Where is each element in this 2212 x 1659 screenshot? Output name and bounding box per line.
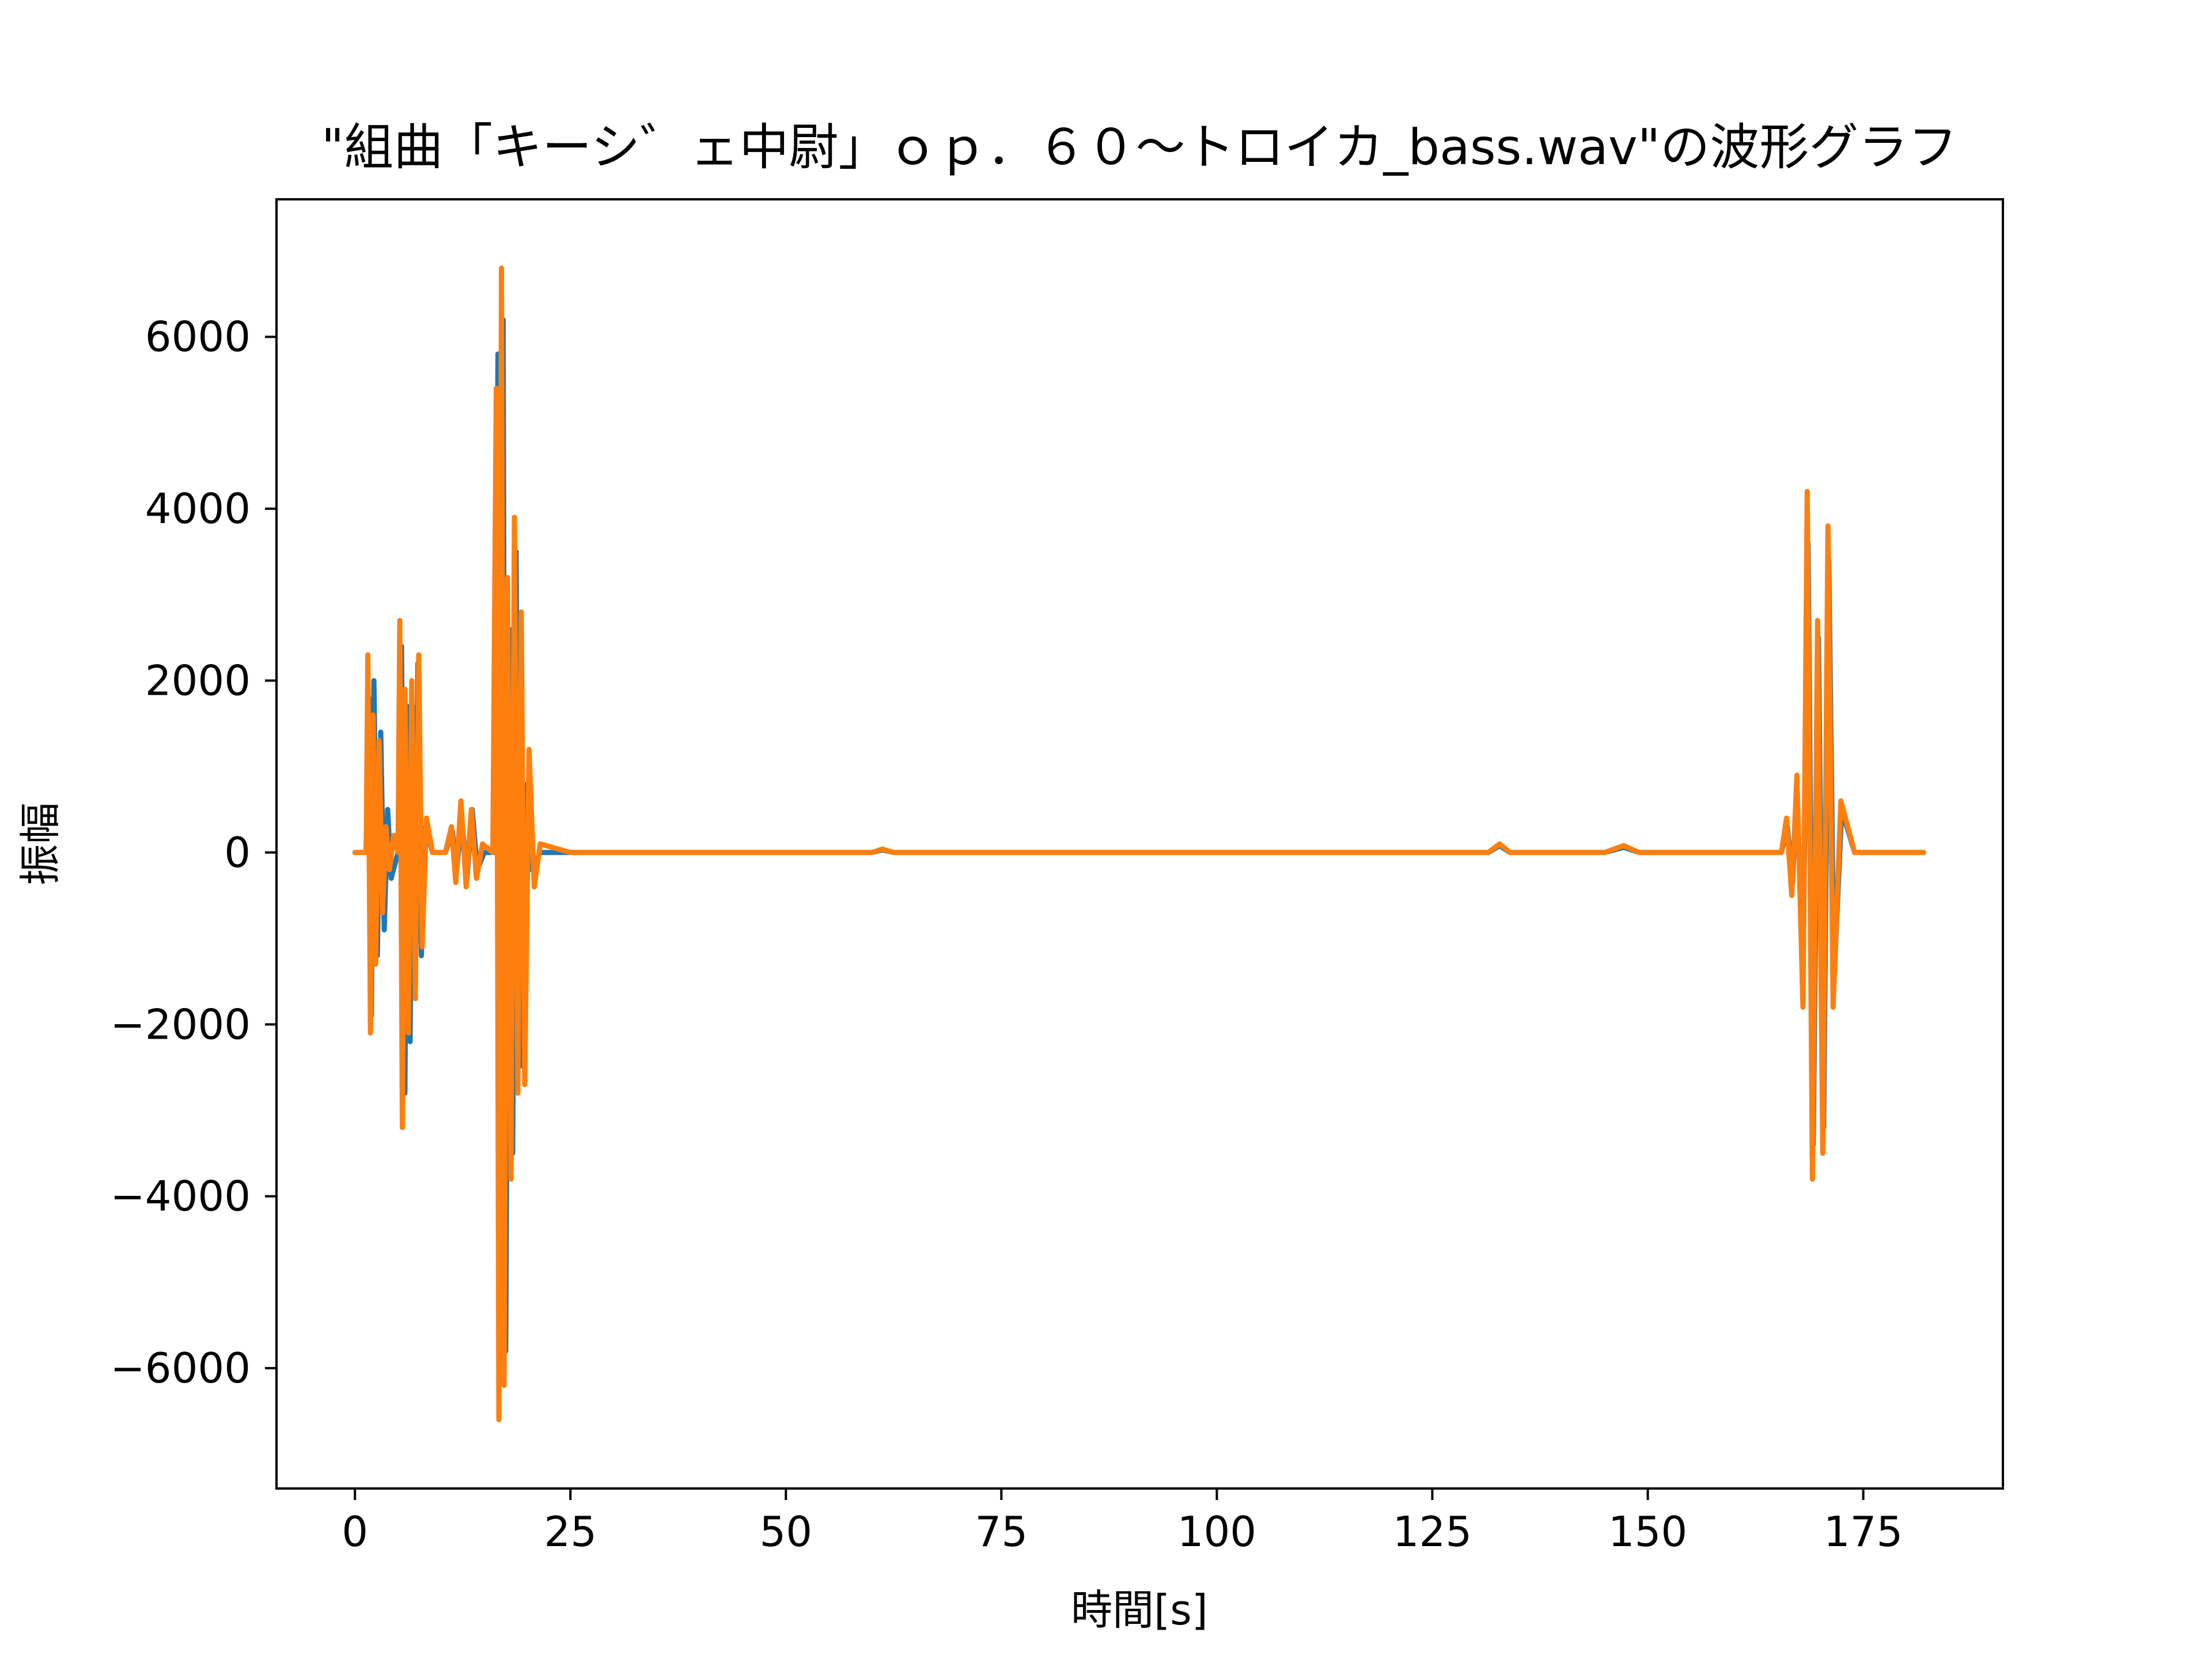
x-tick-label: 50 — [759, 1508, 812, 1556]
plot-frame — [275, 198, 2004, 1490]
x-tick-label: 25 — [544, 1508, 597, 1556]
series-layer — [352, 265, 1926, 1423]
y-tick-label: 2000 — [145, 657, 251, 705]
x-tick-label: 0 — [342, 1508, 368, 1556]
y-axis-label: 振幅 — [16, 802, 65, 885]
x-tick-label: 175 — [1824, 1508, 1903, 1556]
x-tick-label: 100 — [1177, 1508, 1256, 1556]
y-tick-label: 4000 — [145, 484, 251, 533]
x-axis: 0 25 50 75 100 125 150 175 — [342, 1488, 1903, 1556]
y-tick-label: −6000 — [110, 1344, 251, 1392]
x-tick-label: 125 — [1393, 1508, 1472, 1556]
y-tick-label: −2000 — [110, 1000, 251, 1048]
x-axis-label: 時間[s] — [1071, 1586, 1208, 1634]
y-tick-label: 0 — [224, 828, 251, 877]
y-tick-label: −4000 — [110, 1172, 251, 1221]
y-tick-label: 6000 — [145, 313, 251, 361]
x-tick-label: 75 — [975, 1508, 1028, 1556]
chart-title: "組曲「キーシ゛ェ中尉」ｏｐ．６０～トロイカ_bass.wav"の波形グラフ — [321, 119, 1958, 176]
y-axis: −6000 −4000 −2000 0 2000 4000 6000 — [110, 313, 276, 1392]
x-tick-label: 150 — [1608, 1508, 1687, 1556]
series-line-1 — [352, 265, 1926, 1423]
